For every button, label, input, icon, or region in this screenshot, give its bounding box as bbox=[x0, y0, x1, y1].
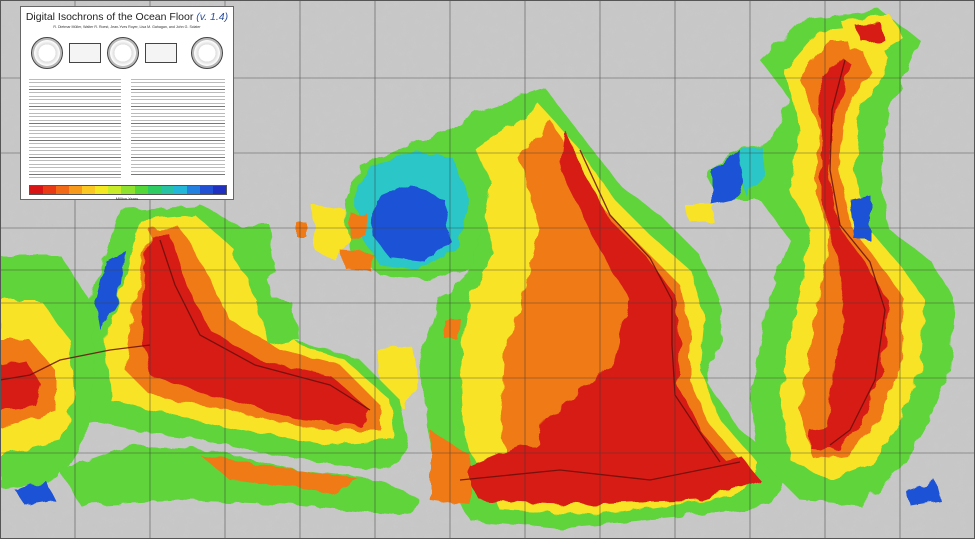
southwest-blue bbox=[15, 480, 55, 505]
japan-sea bbox=[350, 212, 368, 238]
scale-swatch bbox=[82, 186, 96, 194]
pacific-ridge-band bbox=[530, 130, 725, 495]
philippine-sea bbox=[312, 205, 350, 260]
scale-swatch bbox=[30, 186, 44, 194]
legend-panel: Digital Isochrons of the Ocean Floor (v.… bbox=[20, 6, 234, 201]
southeast-blue bbox=[905, 480, 940, 505]
scale-swatch bbox=[56, 186, 70, 194]
atlantic-ridge bbox=[818, 55, 888, 448]
north-atlantic-cyan-west bbox=[740, 145, 765, 195]
scale-swatch bbox=[147, 186, 161, 194]
age-color-scale bbox=[29, 185, 227, 195]
west-indian-ridge-line bbox=[0, 344, 151, 381]
west-edge-ridge bbox=[0, 360, 42, 410]
legend-body-text-left bbox=[29, 79, 121, 179]
east-africa-green bbox=[230, 225, 275, 290]
north-atlantic-blue-east bbox=[850, 195, 870, 240]
legend-authors: R. Dietmar Müller, Walter R. Roest, Jean… bbox=[53, 25, 201, 29]
scale-swatch bbox=[95, 186, 109, 194]
scale-swatch bbox=[121, 186, 135, 194]
scale-swatch bbox=[160, 186, 174, 194]
scale-swatch bbox=[199, 186, 213, 194]
legend-body-text-right bbox=[131, 79, 225, 175]
east-pacific-rise-line bbox=[579, 149, 721, 463]
pacific-antarctic-ridge-line bbox=[459, 461, 741, 481]
scale-swatch bbox=[212, 186, 226, 194]
institution-logo-3 bbox=[107, 37, 139, 69]
indian-ridge bbox=[140, 235, 370, 425]
institution-logo-4 bbox=[145, 43, 177, 63]
mid-atlantic-ridge-line bbox=[829, 59, 886, 446]
scale-swatch bbox=[173, 186, 187, 194]
indian-ridge-line bbox=[159, 239, 371, 411]
institution-logo-2 bbox=[69, 43, 101, 63]
legend-title: Digital Isochrons of the Ocean Floor bbox=[25, 11, 194, 23]
arctic-ridge bbox=[855, 22, 885, 42]
northwest-pacific bbox=[345, 140, 490, 280]
arctic-ocean bbox=[840, 15, 905, 55]
caribbean-yellow bbox=[685, 205, 715, 220]
small-sea-patch bbox=[296, 222, 306, 236]
scale-swatch bbox=[69, 186, 83, 194]
institution-logo-1 bbox=[31, 37, 63, 69]
celebes-sea bbox=[340, 250, 372, 270]
legend-title-row: Digital Isochrons of the Ocean Floor (v.… bbox=[21, 11, 233, 23]
institution-logo-5 bbox=[191, 37, 223, 69]
nw-pacific-blue bbox=[372, 185, 450, 262]
west-australia-green bbox=[255, 300, 300, 345]
scale-swatch bbox=[43, 186, 57, 194]
tasman-sea bbox=[442, 318, 460, 340]
scale-label: Million Years bbox=[115, 196, 139, 201]
scale-swatch bbox=[134, 186, 148, 194]
indian-ocean bbox=[60, 205, 410, 470]
scale-swatch bbox=[108, 186, 122, 194]
southern-orange-left bbox=[200, 455, 360, 492]
logo-row bbox=[31, 35, 231, 75]
legend-version: (v. 1.4) bbox=[196, 11, 229, 23]
ridge-lines bbox=[0, 59, 886, 481]
scale-swatch bbox=[186, 186, 200, 194]
